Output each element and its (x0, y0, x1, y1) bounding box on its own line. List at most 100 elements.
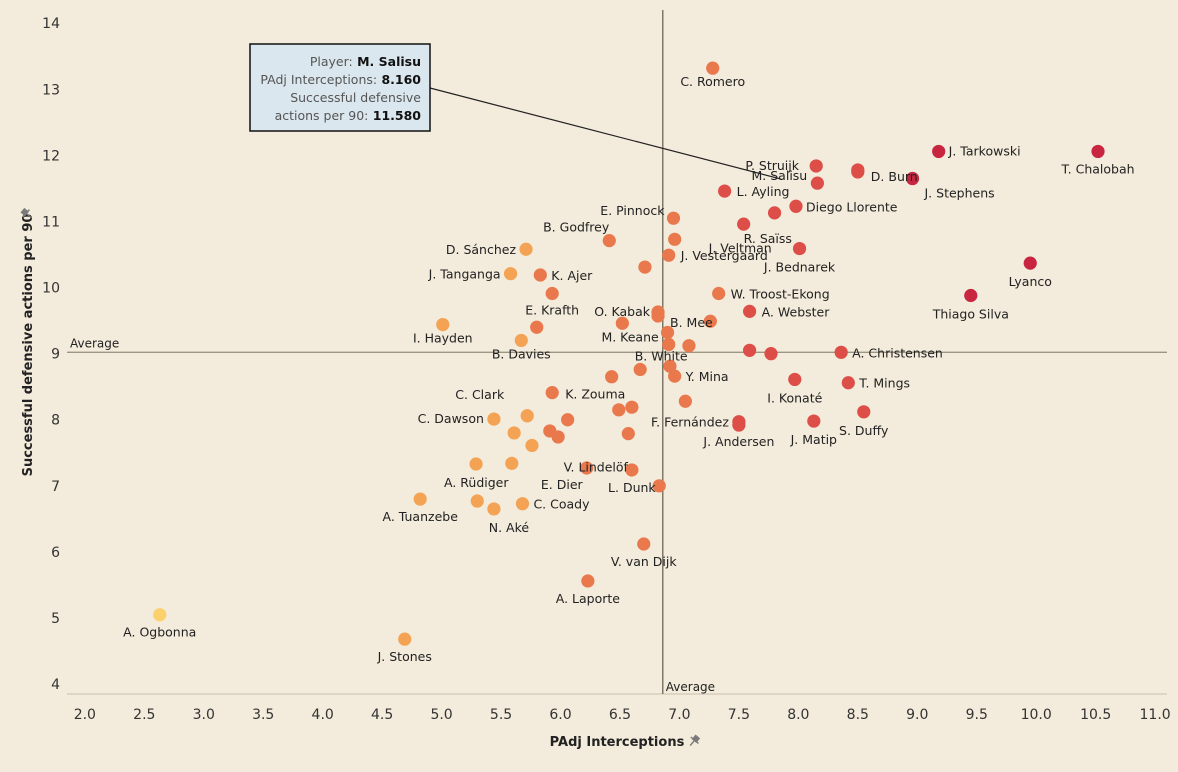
data-point[interactable] (732, 418, 746, 432)
x-average-label: Average (666, 680, 715, 694)
data-point[interactable] (436, 317, 450, 332)
data-point[interactable] (652, 479, 666, 493)
pin-icon[interactable] (686, 733, 701, 749)
data-point[interactable] (520, 409, 534, 423)
point-label: A. Christensen (852, 345, 943, 360)
data-point[interactable] (712, 286, 726, 301)
data-point[interactable] (530, 320, 544, 334)
point-label: W. Troost-Ekong (731, 287, 830, 302)
data-point[interactable] (834, 345, 848, 359)
data-point[interactable] (668, 369, 682, 383)
data-point[interactable] (515, 497, 530, 511)
data-point[interactable] (668, 232, 682, 246)
point-label: J. Bednarek (763, 260, 836, 275)
data-point[interactable] (413, 492, 427, 506)
data-point[interactable] (505, 456, 519, 470)
data-point[interactable] (153, 608, 167, 622)
y-tick-label: 11 (42, 214, 60, 230)
pin-icon[interactable] (19, 206, 35, 221)
data-point[interactable] (663, 359, 677, 373)
x-tick-label: 8.5 (847, 707, 869, 723)
data-point[interactable] (503, 267, 518, 281)
y-tick-label: 13 (42, 82, 60, 98)
data-point[interactable] (764, 347, 778, 361)
data-point[interactable] (507, 426, 521, 440)
data-point[interactable] (581, 574, 595, 588)
data-point[interactable] (703, 314, 717, 328)
data-point[interactable] (792, 241, 807, 256)
data-point[interactable] (398, 632, 412, 646)
data-point[interactable] (625, 463, 639, 477)
data-point[interactable] (788, 372, 802, 387)
point-label: I. Hayden (413, 331, 473, 346)
tooltip-leader-line (429, 87, 782, 180)
tooltip-label: actions per 90: (275, 108, 369, 123)
data-point[interactable] (682, 339, 696, 353)
data-point[interactable] (964, 288, 978, 303)
data-point[interactable] (612, 403, 626, 417)
data-point[interactable] (651, 309, 665, 323)
y-tick-label: 12 (42, 148, 60, 164)
x-tick-label: 2.0 (74, 707, 96, 723)
data-point[interactable] (487, 412, 501, 426)
point-label: K. Zouma (565, 387, 625, 402)
data-point[interactable] (767, 206, 782, 220)
data-point[interactable] (737, 217, 751, 231)
data-point[interactable] (807, 414, 821, 428)
data-point[interactable] (514, 333, 528, 348)
data-point[interactable] (602, 234, 616, 248)
data-point[interactable] (533, 268, 547, 282)
x-tick-label: 6.0 (549, 707, 571, 723)
data-point[interactable] (469, 457, 483, 471)
data-point[interactable] (638, 260, 652, 274)
data-point[interactable] (487, 502, 501, 516)
x-axis-title: PAdj Interceptions (550, 735, 685, 750)
data-point[interactable] (810, 176, 824, 190)
point-label: E. Krafth (525, 303, 579, 318)
data-point[interactable] (470, 494, 484, 508)
data-point[interactable] (666, 211, 681, 225)
data-point[interactable] (851, 165, 865, 179)
data-point[interactable] (857, 405, 871, 419)
data-point[interactable] (662, 337, 676, 351)
data-point[interactable] (905, 171, 920, 186)
data-point[interactable] (742, 304, 757, 318)
data-point[interactable] (660, 325, 675, 340)
data-point[interactable] (706, 61, 720, 75)
data-point[interactable] (545, 386, 559, 400)
tooltip-line: actions per 90: 11.580 (275, 108, 422, 123)
y-tick-label: 4 (51, 677, 60, 693)
data-point[interactable] (789, 199, 803, 213)
data-point[interactable] (637, 537, 651, 551)
data-point[interactable] (525, 438, 539, 453)
data-point[interactable] (615, 316, 629, 330)
y-average-label: Average (70, 336, 119, 350)
tooltip-layer: Player: M. Salisu PAdj Interceptions: 8.1… (249, 43, 782, 180)
data-point[interactable] (809, 159, 823, 173)
data-point[interactable] (621, 427, 635, 441)
data-point[interactable] (551, 430, 565, 444)
data-point[interactable] (1091, 144, 1105, 159)
data-point[interactable] (1023, 256, 1037, 270)
data-point[interactable] (519, 242, 533, 256)
data-point[interactable] (580, 461, 594, 475)
data-point[interactable] (678, 394, 692, 408)
data-point[interactable] (633, 362, 647, 377)
data-point[interactable] (561, 413, 575, 427)
data-point[interactable] (718, 184, 732, 198)
data-point[interactable] (662, 248, 676, 262)
data-point[interactable] (742, 343, 757, 357)
x-tick-label: 9.0 (906, 707, 928, 723)
point-label: B. Davies (492, 346, 551, 361)
point-label: E. Dier (541, 477, 584, 492)
data-point[interactable] (545, 286, 559, 301)
data-point[interactable] (841, 376, 855, 390)
data-point[interactable] (932, 144, 946, 159)
data-point[interactable] (625, 400, 639, 414)
point-label: J. Matip (790, 432, 837, 447)
x-tick-label: 8.0 (787, 707, 809, 723)
data-point[interactable] (605, 370, 619, 384)
point-label: A. Tuanzebe (382, 509, 458, 524)
point-label: I. Konaté (767, 390, 822, 405)
y-axis-title: Successful defensive actions per 90 (21, 214, 36, 477)
